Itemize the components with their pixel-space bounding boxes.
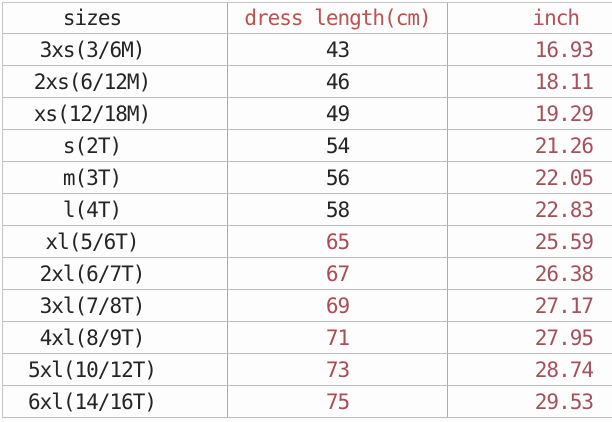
size-cell: 4xl(8/9T) bbox=[3, 322, 228, 353]
inch-cell: 28.74 bbox=[534, 357, 594, 382]
table-row: xl(5/6T) 65 25.59 bbox=[3, 226, 612, 258]
inch-cell: 21.26 bbox=[534, 133, 594, 158]
table-row: l(4T) 58 22.83 bbox=[3, 194, 612, 226]
table-row: 3xs(3/6M) 43 16.93 bbox=[3, 34, 612, 66]
cm-cell: 73 bbox=[228, 354, 448, 385]
table-row: 6xl(14/16T) 75 29.53 bbox=[3, 386, 612, 418]
size-cell: s(2T) bbox=[3, 130, 228, 161]
inch-cell: 29.53 bbox=[534, 389, 594, 414]
table-row: m(3T) 56 22.05 bbox=[3, 162, 612, 194]
cm-cell: 49 bbox=[228, 98, 448, 129]
cm-cell: 56 bbox=[228, 162, 448, 193]
inch-cell: 27.95 bbox=[534, 325, 594, 350]
cm-cell: 58 bbox=[228, 194, 448, 225]
table-header-row: sizes dress length(cm) inch bbox=[3, 3, 612, 34]
size-cell: 2xl(6/7T) bbox=[3, 258, 228, 289]
column-header-sizes: sizes bbox=[3, 3, 228, 33]
table-row: 2xl(6/7T) 67 26.38 bbox=[3, 258, 612, 290]
size-cell: 3xl(7/8T) bbox=[3, 290, 228, 321]
table-row: s(2T) 54 21.26 bbox=[3, 130, 612, 162]
size-cell: 6xl(14/16T) bbox=[3, 386, 228, 417]
inch-cell: 22.05 bbox=[534, 165, 594, 190]
size-cell: xl(5/6T) bbox=[3, 226, 228, 257]
inch-cell: 18.11 bbox=[534, 69, 594, 94]
column-header-dress-length-cm: dress length(cm) bbox=[228, 3, 448, 33]
table-row: 5xl(10/12T) 73 28.74 bbox=[3, 354, 612, 386]
cm-cell: 75 bbox=[228, 386, 448, 417]
size-cell: 3xs(3/6M) bbox=[3, 34, 228, 65]
cm-cell: 43 bbox=[228, 34, 448, 65]
cm-cell: 54 bbox=[228, 130, 448, 161]
size-cell: 5xl(10/12T) bbox=[3, 354, 228, 385]
cm-cell: 71 bbox=[228, 322, 448, 353]
cm-cell: 65 bbox=[228, 226, 448, 257]
table-row: 2xs(6/12M) 46 18.11 bbox=[3, 66, 612, 98]
cm-cell: 67 bbox=[228, 258, 448, 289]
inch-cell: 25.59 bbox=[534, 229, 594, 254]
size-cell: 2xs(6/12M) bbox=[3, 66, 228, 97]
inch-cell: 22.83 bbox=[534, 197, 594, 222]
inch-cell: 26.38 bbox=[534, 261, 594, 286]
table-row: 4xl(8/9T) 71 27.95 bbox=[3, 322, 612, 354]
inch-cell: 19.29 bbox=[534, 101, 594, 126]
inch-cell: 27.17 bbox=[534, 293, 594, 318]
table-row: 3xl(7/8T) 69 27.17 bbox=[3, 290, 612, 322]
cm-cell: 69 bbox=[228, 290, 448, 321]
table-row: xs(12/18M) 49 19.29 bbox=[3, 98, 612, 130]
cm-cell: 46 bbox=[228, 66, 448, 97]
size-cell: l(4T) bbox=[3, 194, 228, 225]
size-cell: m(3T) bbox=[3, 162, 228, 193]
inch-cell: 16.93 bbox=[534, 37, 594, 62]
column-header-inch: inch bbox=[532, 6, 580, 30]
size-cell: xs(12/18M) bbox=[3, 98, 228, 129]
